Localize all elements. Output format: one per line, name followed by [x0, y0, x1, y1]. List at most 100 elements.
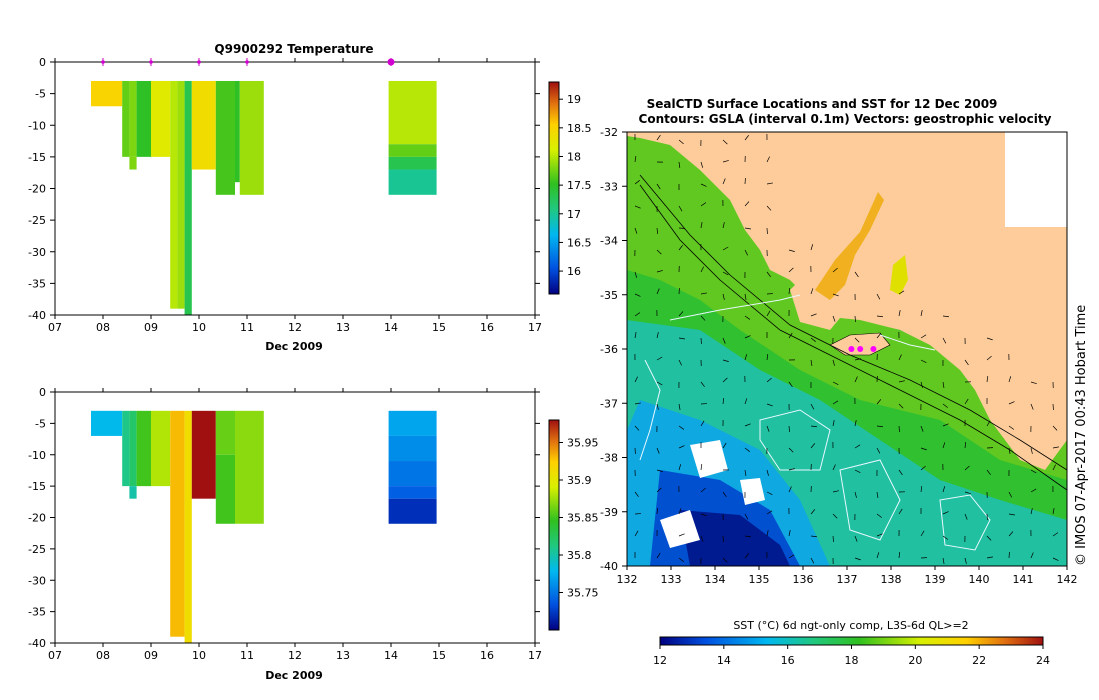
velocity-vector: [898, 290, 905, 295]
no-data-box: [1005, 132, 1067, 227]
velocity-vector: [964, 557, 967, 564]
map-y-tick-label: -32: [600, 126, 618, 139]
sst-colorbar-tick-label: 16: [781, 654, 795, 667]
velocity-vector: [1052, 464, 1056, 471]
velocity-vector: [898, 425, 900, 433]
velocity-vector: [810, 425, 817, 428]
velocity-vector: [744, 553, 750, 559]
velocity-vector: [854, 535, 858, 542]
velocity-vector: [832, 381, 839, 386]
velocity-vector: [678, 337, 685, 340]
velocity-vector: [1052, 557, 1059, 561]
velocity-vector: [898, 403, 904, 409]
x-tick-label: 08: [96, 321, 110, 334]
velocity-vector: [634, 402, 641, 405]
velocity-vector: [766, 469, 769, 476]
velocity-vector: [854, 337, 860, 343]
velocity-vector: [656, 332, 659, 339]
map-y-tick-label: -38: [600, 452, 618, 465]
velocity-vector: [788, 554, 795, 559]
velocity-vector: [1008, 531, 1014, 537]
seal-locations: [848, 346, 877, 352]
velocity-vector: [942, 337, 947, 344]
velocity-vector: [722, 178, 726, 185]
velocity-vector: [810, 288, 814, 295]
map-y-tick-label: -35: [600, 289, 618, 302]
x-tick-label: 09: [144, 649, 158, 662]
profile-cell: [388, 169, 437, 195]
salinity-cells: [91, 410, 437, 643]
seal-location-dot: [870, 346, 877, 352]
velocity-vector: [656, 183, 661, 190]
x-tick-label: 17: [528, 649, 542, 662]
velocity-vector: [832, 513, 838, 519]
sst-map-panel: SealCTD Surface Locations and SST for 12…: [600, 97, 1089, 667]
temperature-panel: Q9900292 Temperature 07 08 09 10 11 12 13 14 15 1…: [28, 42, 591, 353]
velocity-vector: [964, 398, 969, 405]
velocity-vector: [634, 227, 638, 234]
velocity-vector: [942, 315, 949, 318]
velocity-vector: [744, 227, 751, 230]
velocity-vector: [634, 491, 639, 497]
velocity-vector: [678, 533, 685, 537]
profile-cell: [91, 410, 123, 436]
velocity-vector: [898, 354, 902, 361]
velocity-vector: [744, 398, 748, 405]
velocity-vector: [700, 161, 704, 168]
map-x-tick-label: 133: [661, 573, 682, 586]
y-tick-label: -35: [28, 606, 46, 619]
velocity-vector: [964, 513, 968, 520]
velocity-vector: [766, 510, 773, 515]
velocity-vector: [744, 354, 748, 361]
velocity-vector: [810, 359, 813, 366]
velocity-vector: [700, 381, 705, 387]
velocity-vector: [678, 425, 685, 430]
sst-colorbar-tick-label: 20: [908, 654, 922, 667]
velocity-vector: [744, 335, 751, 339]
y-tick-label: -20: [28, 512, 46, 525]
seal-location-dot: [848, 346, 855, 352]
profile-cell: [122, 80, 130, 157]
velocity-vector: [722, 246, 729, 251]
velocity-vector: [876, 293, 881, 300]
velocity-vector: [722, 222, 725, 229]
profile-cell: [388, 80, 437, 145]
velocity-vector: [1030, 508, 1033, 515]
velocity-vector: [876, 315, 883, 318]
colorbar-tick-label: 35.8: [567, 549, 592, 562]
x-tick-label: 08: [96, 649, 110, 662]
colorbar-tick-label: 35.95: [567, 437, 599, 450]
y-tick-label: -5: [35, 417, 46, 430]
profile-cell: [235, 410, 264, 524]
velocity-vector: [854, 469, 861, 474]
cast-marker: [101, 60, 105, 64]
velocity-vector: [722, 535, 724, 543]
profile-cell: [215, 80, 235, 195]
velocity-vector: [832, 315, 836, 322]
x-tick-label: 11: [240, 321, 254, 334]
velocity-vector: [898, 469, 903, 476]
velocity-vector: [788, 267, 794, 273]
profile-cell: [388, 156, 437, 170]
sst-colorbar-tick-label: 22: [972, 654, 986, 667]
velocity-vector: [964, 491, 971, 495]
velocity-vector: [876, 447, 881, 454]
velocity-vector: [634, 180, 640, 185]
temperature-colorbar-ticks: 16 16.5 17 17.5 18 18.5 19: [559, 93, 592, 278]
profile-cell: [235, 80, 240, 183]
velocity-vector: [832, 359, 835, 366]
velocity-vector: [766, 271, 771, 277]
velocity-vector: [832, 267, 838, 273]
x-tick-label: 14: [384, 649, 398, 662]
velocity-vector: [722, 397, 725, 405]
velocity-vector: [766, 530, 769, 537]
velocity-vector: [810, 337, 816, 342]
velocity-vector: [1030, 469, 1037, 474]
y-tick-label: -20: [28, 183, 46, 196]
velocity-vector: [854, 376, 858, 383]
velocity-vector: [942, 486, 946, 493]
velocity-vector: [744, 249, 748, 256]
y-tick-label: -15: [28, 151, 46, 164]
velocity-vector: [920, 359, 927, 364]
